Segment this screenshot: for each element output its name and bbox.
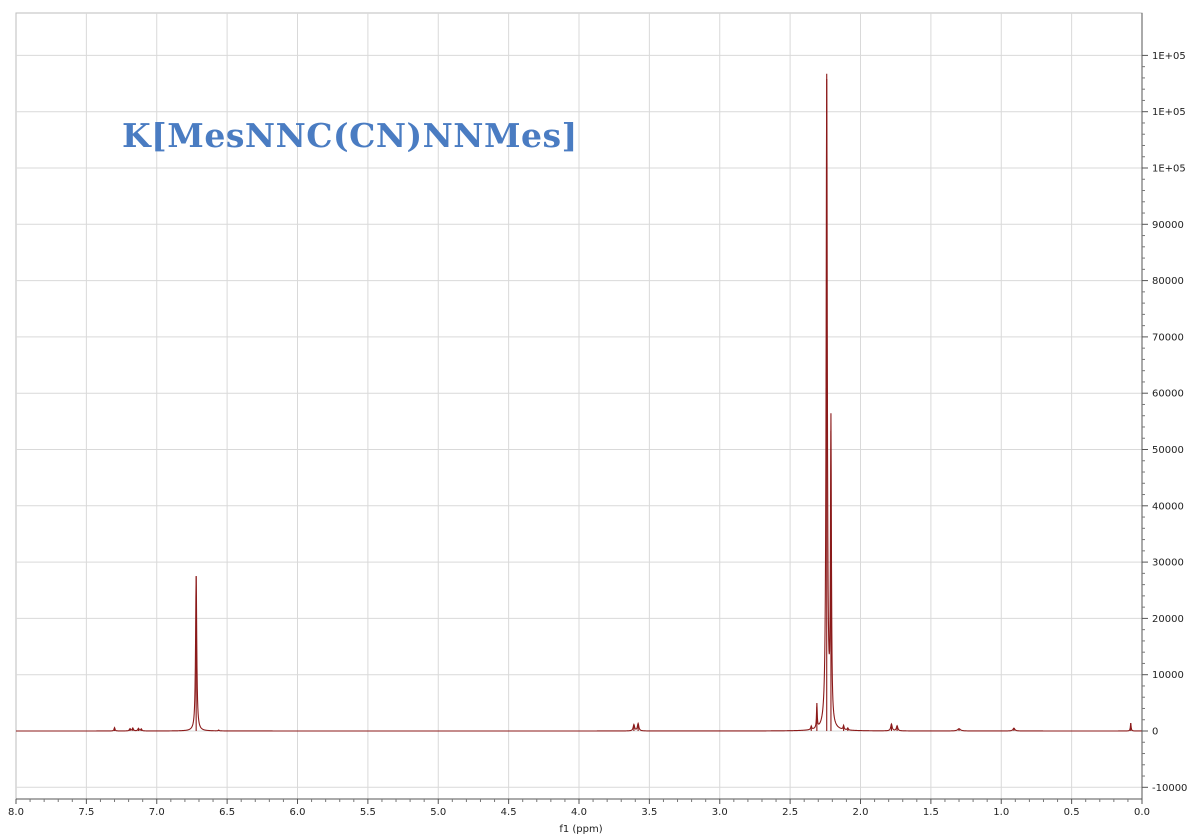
spectrum-trace: [16, 73, 1142, 732]
x-tick-label: 2.5: [782, 807, 798, 818]
x-tick-label: 5.5: [360, 807, 376, 818]
y-tick-label: 1E+05: [1152, 51, 1186, 62]
x-tick-label: 0.0: [1134, 807, 1150, 818]
x-tick-label: 3.5: [641, 807, 657, 818]
x-axis-ticks: 8.0 7.5 7.0 6.5 6.0 5.5 5.0 4.5 4.0 3.5 3.0 2.5 2.0 1…: [8, 799, 1150, 818]
y-tick-label: 60000: [1152, 389, 1184, 400]
y-tick-label: 70000: [1152, 332, 1184, 343]
x-tick-label: 1.0: [993, 807, 1009, 818]
x-tick-label: 5.0: [430, 807, 446, 818]
x-axis-title: f1 (ppm): [559, 824, 602, 835]
x-tick-label: 6.0: [290, 807, 306, 818]
x-tick-label: 1.5: [923, 807, 939, 818]
y-tick-label: 50000: [1152, 445, 1184, 456]
y-tick-label: 90000: [1152, 220, 1184, 231]
x-tick-label: 4.0: [571, 807, 587, 818]
x-tick-label: 0.5: [1064, 807, 1080, 818]
x-tick-label: 7.0: [149, 807, 165, 818]
y-tick-label: 10000: [1152, 670, 1184, 681]
y-tick-label: 0: [1152, 727, 1158, 738]
x-tick-label: 2.0: [853, 807, 869, 818]
y-tick-label: 80000: [1152, 276, 1184, 287]
y-tick-label: 40000: [1152, 501, 1184, 512]
y-tick-label: 1E+05: [1152, 164, 1186, 175]
y-tick-label: 20000: [1152, 614, 1184, 625]
y-tick-label: 30000: [1152, 558, 1184, 569]
x-tick-label: 8.0: [8, 807, 24, 818]
y-tick-label: -10000: [1152, 783, 1187, 794]
x-tick-label: 4.5: [501, 807, 517, 818]
x-tick-label: 6.5: [219, 807, 235, 818]
y-tick-label: 1E+05: [1152, 107, 1186, 118]
chart-title: K[MesNNC(CN)NNMes]: [122, 116, 578, 155]
grid-lines: [16, 13, 1142, 799]
x-tick-label: 7.5: [78, 807, 94, 818]
y-axis-ticks: 1E+05 1E+05 1E+05 90000 80000 70000 60000 50000…: [1142, 51, 1187, 794]
x-tick-label: 3.0: [712, 807, 728, 818]
spectrum-trace-group: [16, 73, 1142, 732]
